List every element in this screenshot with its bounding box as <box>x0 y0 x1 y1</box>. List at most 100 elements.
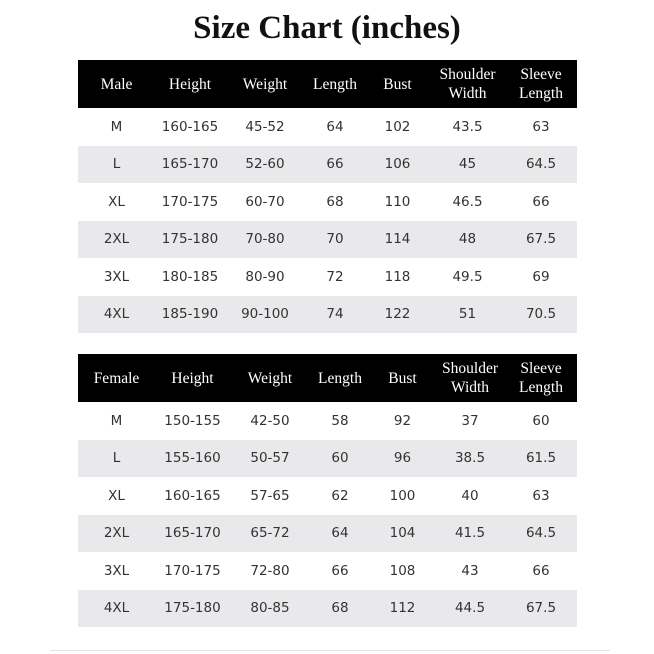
table-cell: 68 <box>326 193 344 210</box>
table-cell: 165-170 <box>155 145 225 183</box>
table-cell: 175-180 <box>155 220 225 258</box>
table-cell: 118 <box>384 268 411 285</box>
table-cell: 4XL <box>78 589 155 627</box>
table-row: 2XL 175-180 70-80 70 114 48 67.5 <box>78 220 577 258</box>
column-header: Shoulder Width <box>435 354 505 402</box>
table-header-row: Female Height Weight Length Bust Shoulder Widt… <box>78 354 577 402</box>
table-cell: 37 <box>461 412 479 429</box>
table-cell: 185-190 <box>155 295 225 333</box>
female-size-table: Female Height Weight Length Bust Shoulder Widt… <box>78 354 577 627</box>
table-cell: 52-60 <box>225 145 305 183</box>
table-cell: 90-100 <box>225 295 305 333</box>
table-cell: L <box>78 145 155 183</box>
table-cell: 170-175 <box>161 193 219 210</box>
table-cell: 40 <box>461 487 479 504</box>
table-cell: 60 <box>310 439 370 477</box>
table-cell: 106 <box>365 145 430 183</box>
table-cell: 70 <box>305 220 365 258</box>
page-title: Size Chart (inches) <box>193 10 461 46</box>
table-cell: 48 <box>430 220 505 258</box>
column-header: Bust <box>370 354 435 402</box>
table-cell: 70-80 <box>225 220 305 258</box>
table-cell: 66 <box>532 193 550 210</box>
table-cell: 43 <box>461 562 479 579</box>
table-cell: 2XL <box>78 514 155 552</box>
table-row: L 165-170 52-60 66 106 45 64.5 <box>78 145 577 183</box>
table-cell: M <box>110 412 123 429</box>
table-cell: XL <box>108 193 125 210</box>
column-header: Length <box>310 354 370 402</box>
table-cell: 65-72 <box>230 514 310 552</box>
table-cell: 61.5 <box>505 439 577 477</box>
table-cell: 66 <box>305 145 365 183</box>
table-row: XL 160-165 57-65 62 100 40 63 <box>78 477 577 515</box>
table-cell: 2XL <box>78 220 155 258</box>
table-cell: 51 <box>430 295 505 333</box>
column-header: Male <box>78 60 155 108</box>
table-cell: 80-90 <box>245 268 285 285</box>
table-cell: 44.5 <box>435 589 505 627</box>
column-header: Weight <box>230 354 310 402</box>
table-cell: 92 <box>393 412 412 429</box>
table-cell: 58 <box>331 412 349 429</box>
table-cell: 63 <box>532 487 550 504</box>
table-cell: 114 <box>365 220 430 258</box>
table-cell: 42-50 <box>250 412 290 429</box>
column-header: Length <box>305 60 365 108</box>
table-cell: 180-185 <box>161 268 219 285</box>
table-row: 4XL 185-190 90-100 74 122 51 70.5 <box>78 295 577 333</box>
table-cell: 170-175 <box>164 562 221 579</box>
table-cell: 45-52 <box>245 118 285 135</box>
table-cell: 46.5 <box>452 193 483 210</box>
table-cell: 60 <box>532 412 550 429</box>
table-cell: 67.5 <box>505 589 577 627</box>
table-cell: 108 <box>389 562 416 579</box>
table-cell: 112 <box>370 589 435 627</box>
column-header: Height <box>155 354 230 402</box>
table-cell: 155-160 <box>155 439 230 477</box>
male-size-table: Male Height Weight Length Bust Shoulder Width S… <box>78 60 577 333</box>
table-cell: 160-165 <box>164 487 221 504</box>
table-cell: 38.5 <box>435 439 505 477</box>
table-row: M 160-165 45-52 64 102 43.5 63 <box>78 108 577 146</box>
table-cell: 64.5 <box>505 514 577 552</box>
table-row: 3XL 180-185 80-90 72 118 49.5 69 <box>78 258 577 296</box>
table-cell: 64 <box>310 514 370 552</box>
table-cell: 80-85 <box>230 589 310 627</box>
column-header: Sleeve Length <box>505 354 577 402</box>
table-cell: 72 <box>326 268 344 285</box>
table-cell: 43.5 <box>452 118 483 135</box>
table-cell: L <box>78 439 155 477</box>
table-cell: 64 <box>326 118 344 135</box>
table-header-row: Male Height Weight Length Bust Shoulder Width S… <box>78 60 577 108</box>
table-row: L 155-160 50-57 60 96 38.5 61.5 <box>78 439 577 477</box>
table-cell: 4XL <box>78 295 155 333</box>
table-cell: 49.5 <box>452 268 483 285</box>
column-header: Weight <box>225 60 305 108</box>
table-cell: 3XL <box>103 562 130 579</box>
table-row: 4XL 175-180 80-85 68 112 44.5 67.5 <box>78 589 577 627</box>
table-cell: 160-165 <box>161 118 219 135</box>
table-row: M 150-155 42-50 58 92 37 60 <box>78 402 577 440</box>
table-row: 3XL 170-175 72-80 66 108 43 66 <box>78 552 577 590</box>
table-cell: 63 <box>532 118 550 135</box>
divider <box>50 650 610 651</box>
table-cell: 41.5 <box>435 514 505 552</box>
table-cell: 122 <box>365 295 430 333</box>
table-cell: 68 <box>310 589 370 627</box>
table-cell: M <box>110 118 123 135</box>
table-row: 2XL 165-170 65-72 64 104 41.5 64.5 <box>78 514 577 552</box>
table-cell: 102 <box>384 118 411 135</box>
column-header: Shoulder Width <box>430 60 505 108</box>
table-cell: 66 <box>331 562 349 579</box>
table-cell: 3XL <box>103 268 130 285</box>
column-header: Bust <box>365 60 430 108</box>
table-cell: 104 <box>370 514 435 552</box>
column-header: Sleeve Length <box>505 60 577 108</box>
table-cell: 150-155 <box>164 412 221 429</box>
table-cell: 72-80 <box>250 562 290 579</box>
table-cell: 110 <box>384 193 411 210</box>
table-cell: 69 <box>532 268 550 285</box>
table-cell: 70.5 <box>505 295 577 333</box>
table-cell: 67.5 <box>505 220 577 258</box>
